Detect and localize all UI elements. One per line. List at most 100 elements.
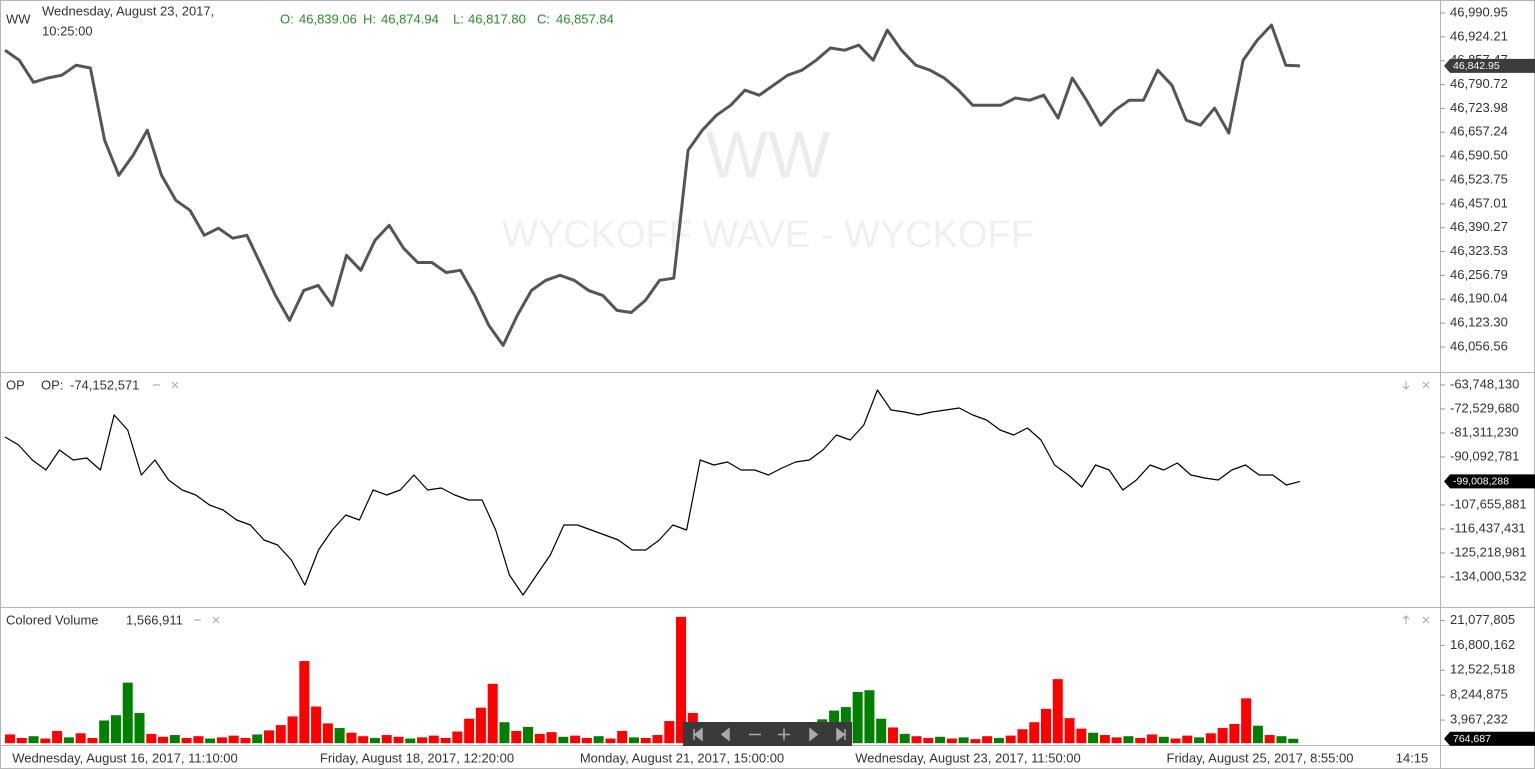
y-tick-label: 46,523.75 xyxy=(1450,171,1508,186)
ohlc-label: O: xyxy=(280,11,294,26)
y-tick-label: -63,748,130 xyxy=(1450,376,1519,391)
volume-bar xyxy=(158,736,169,744)
y-tick-label: -116,437,431 xyxy=(1450,520,1526,535)
volume-bar xyxy=(322,723,333,744)
volume-bar xyxy=(640,737,651,744)
x-axis-label: Wednesday, August 23, 2017, 11:50:00 xyxy=(855,750,1081,765)
y-tick-label: -125,218,981 xyxy=(1450,544,1527,559)
volume-bar xyxy=(1135,737,1146,744)
volume-bar xyxy=(1052,679,1063,744)
volume-bar xyxy=(252,734,263,744)
line-series xyxy=(4,389,1301,596)
y-tick-label: 46,657.24 xyxy=(1450,124,1508,139)
volume-bar xyxy=(193,736,204,744)
y-tick-label: 46,590.50 xyxy=(1450,148,1508,163)
volume-bar xyxy=(605,738,616,744)
y-tick-label: 46,323.53 xyxy=(1450,243,1508,258)
volume-bar xyxy=(146,733,157,744)
y-tick-label: 12,522,518 xyxy=(1450,662,1515,677)
ohlc-label: L: xyxy=(453,11,464,26)
ohlc-label: C: xyxy=(537,11,550,26)
volume-bar xyxy=(110,715,121,744)
legend-label: OP: xyxy=(41,377,63,392)
volume-bar xyxy=(440,737,451,744)
ohlc-value: 46,857.84 xyxy=(556,11,614,26)
volume-bar xyxy=(1064,718,1075,744)
volume-bar xyxy=(852,691,863,744)
volume-bar xyxy=(381,735,392,744)
header-date: Wednesday, August 23, 2017, xyxy=(42,3,214,18)
y-tick-label: 21,077,805 xyxy=(1450,612,1515,627)
legend-value: -74,152,571 xyxy=(70,377,139,392)
op-panel-icons[interactable] xyxy=(153,381,1430,390)
volume-panel-icons[interactable] xyxy=(194,615,1430,624)
volume-bar xyxy=(487,683,498,744)
volume-bar xyxy=(887,727,898,744)
volume-bar xyxy=(899,733,910,744)
y-tick-label: -72,529,680 xyxy=(1450,400,1519,415)
plot-layer: WW WYCKOFF WAVE - WYCKOFF WW Wednesday, Aug… xyxy=(4,3,1535,765)
y-tick-label: 16,800,162 xyxy=(1450,637,1515,652)
volume-bar xyxy=(393,736,404,744)
volume-bar xyxy=(405,738,416,744)
x-axis-label: Friday, August 18, 2017, 12:20:00 xyxy=(320,750,514,765)
volume-bar xyxy=(1205,733,1216,744)
volume-bar xyxy=(911,736,922,744)
y-tick-label: 46,123.30 xyxy=(1450,315,1508,330)
volume-bar xyxy=(1276,736,1287,744)
volume-bar xyxy=(1041,708,1052,744)
volume-bar xyxy=(1005,735,1016,744)
y-tick-label: 46,457.01 xyxy=(1450,195,1508,210)
y-tick-label: 3,967,232 xyxy=(1450,712,1508,727)
volume-bar xyxy=(593,736,604,744)
y-tick-label: 46,790.72 xyxy=(1450,76,1508,91)
y-tick-label: 46,723.98 xyxy=(1450,100,1508,115)
volume-bar xyxy=(935,736,946,744)
volume-bar xyxy=(1194,737,1205,744)
volume-bar xyxy=(970,739,981,744)
volume-bar xyxy=(40,738,51,744)
y-tick-label: 46,390.27 xyxy=(1450,219,1508,234)
navigation-bar[interactable] xyxy=(683,722,852,746)
volume-bar xyxy=(181,737,192,744)
y-tick-label: 46,924.21 xyxy=(1450,28,1508,43)
volume-bar xyxy=(534,733,545,744)
x-axis-label: Friday, August 25, 2017, 8:55:00 xyxy=(1167,750,1354,765)
last-value-marker xyxy=(1444,731,1535,746)
y-tick-label: 8,244,875 xyxy=(1450,687,1508,702)
volume-bar xyxy=(5,734,16,744)
volume-bar xyxy=(287,716,298,744)
volume-bar xyxy=(1264,735,1275,744)
volume-bar xyxy=(334,728,345,744)
volume-bar xyxy=(63,737,74,744)
volume-bar xyxy=(511,730,522,744)
line-series xyxy=(4,23,1301,347)
volume-bar xyxy=(216,737,227,744)
volume-bar xyxy=(205,738,216,744)
volume-bar xyxy=(75,733,86,744)
last-value-label: 764,687 xyxy=(1453,733,1491,745)
volume-bar xyxy=(134,712,145,744)
ohlc-value: 46,817.80 xyxy=(468,11,526,26)
volume-bar xyxy=(1099,735,1110,744)
volume-bar xyxy=(1146,734,1157,744)
x-axis-label: 14:15 xyxy=(1396,750,1429,765)
volume-bar xyxy=(570,735,581,744)
volume-bar xyxy=(169,735,180,744)
volume-bar xyxy=(428,735,439,744)
volume-bar xyxy=(52,730,63,744)
volume-bar xyxy=(664,721,675,744)
volume-bar xyxy=(923,737,934,744)
panel-title: OP xyxy=(6,377,25,392)
volume-bar xyxy=(1217,728,1228,744)
volume-bar xyxy=(864,690,875,744)
volume-bar xyxy=(993,737,1004,744)
volume-bar xyxy=(1017,729,1028,744)
ohlc-label: H: xyxy=(363,11,376,26)
volume-bar xyxy=(958,737,969,744)
volume-bar xyxy=(264,730,275,744)
volume-bar xyxy=(275,725,286,744)
volume-bar xyxy=(499,722,510,744)
volume-bar xyxy=(1076,728,1087,744)
